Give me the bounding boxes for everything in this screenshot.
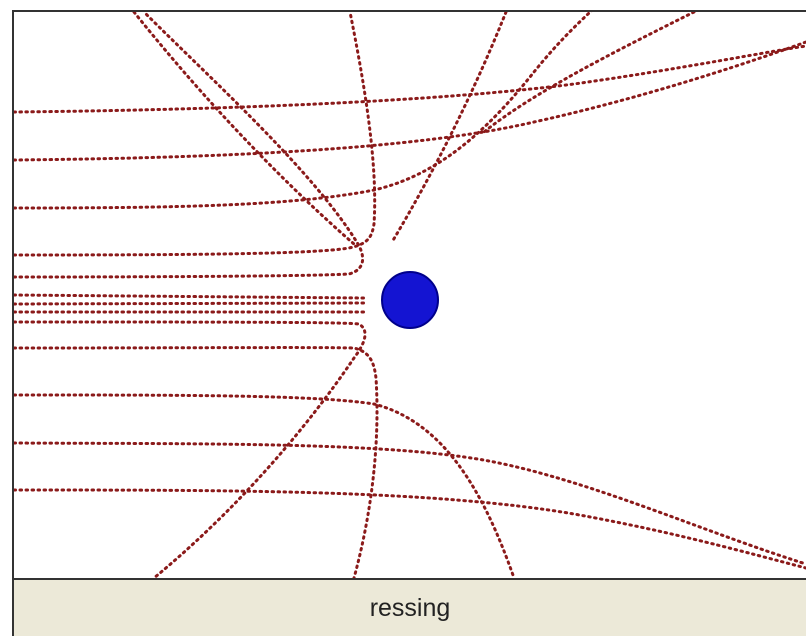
status-bar: ressing bbox=[14, 578, 806, 636]
status-text: ressing bbox=[369, 593, 451, 622]
trajectory-path bbox=[482, 12, 696, 134]
blue-sphere-icon bbox=[381, 271, 439, 329]
trajectory-path bbox=[14, 12, 365, 279]
trajectory-plot bbox=[14, 12, 806, 578]
trajectory-path bbox=[14, 12, 593, 210]
trajectory-path bbox=[14, 40, 806, 162]
trajectory-path bbox=[14, 488, 806, 570]
simulation-canvas[interactable] bbox=[14, 12, 806, 578]
trajectory-group bbox=[14, 12, 806, 578]
trajectory-path bbox=[132, 12, 356, 246]
trajectory-path bbox=[14, 320, 367, 578]
trajectory-path bbox=[14, 346, 379, 578]
simulation-window: ressing bbox=[12, 10, 806, 636]
trajectory-path bbox=[14, 44, 806, 114]
trajectory-path bbox=[14, 301, 366, 306]
trajectory-path bbox=[14, 12, 377, 257]
trajectory-path bbox=[14, 441, 806, 566]
trajectory-path bbox=[14, 293, 366, 300]
trajectory-path bbox=[14, 393, 516, 578]
